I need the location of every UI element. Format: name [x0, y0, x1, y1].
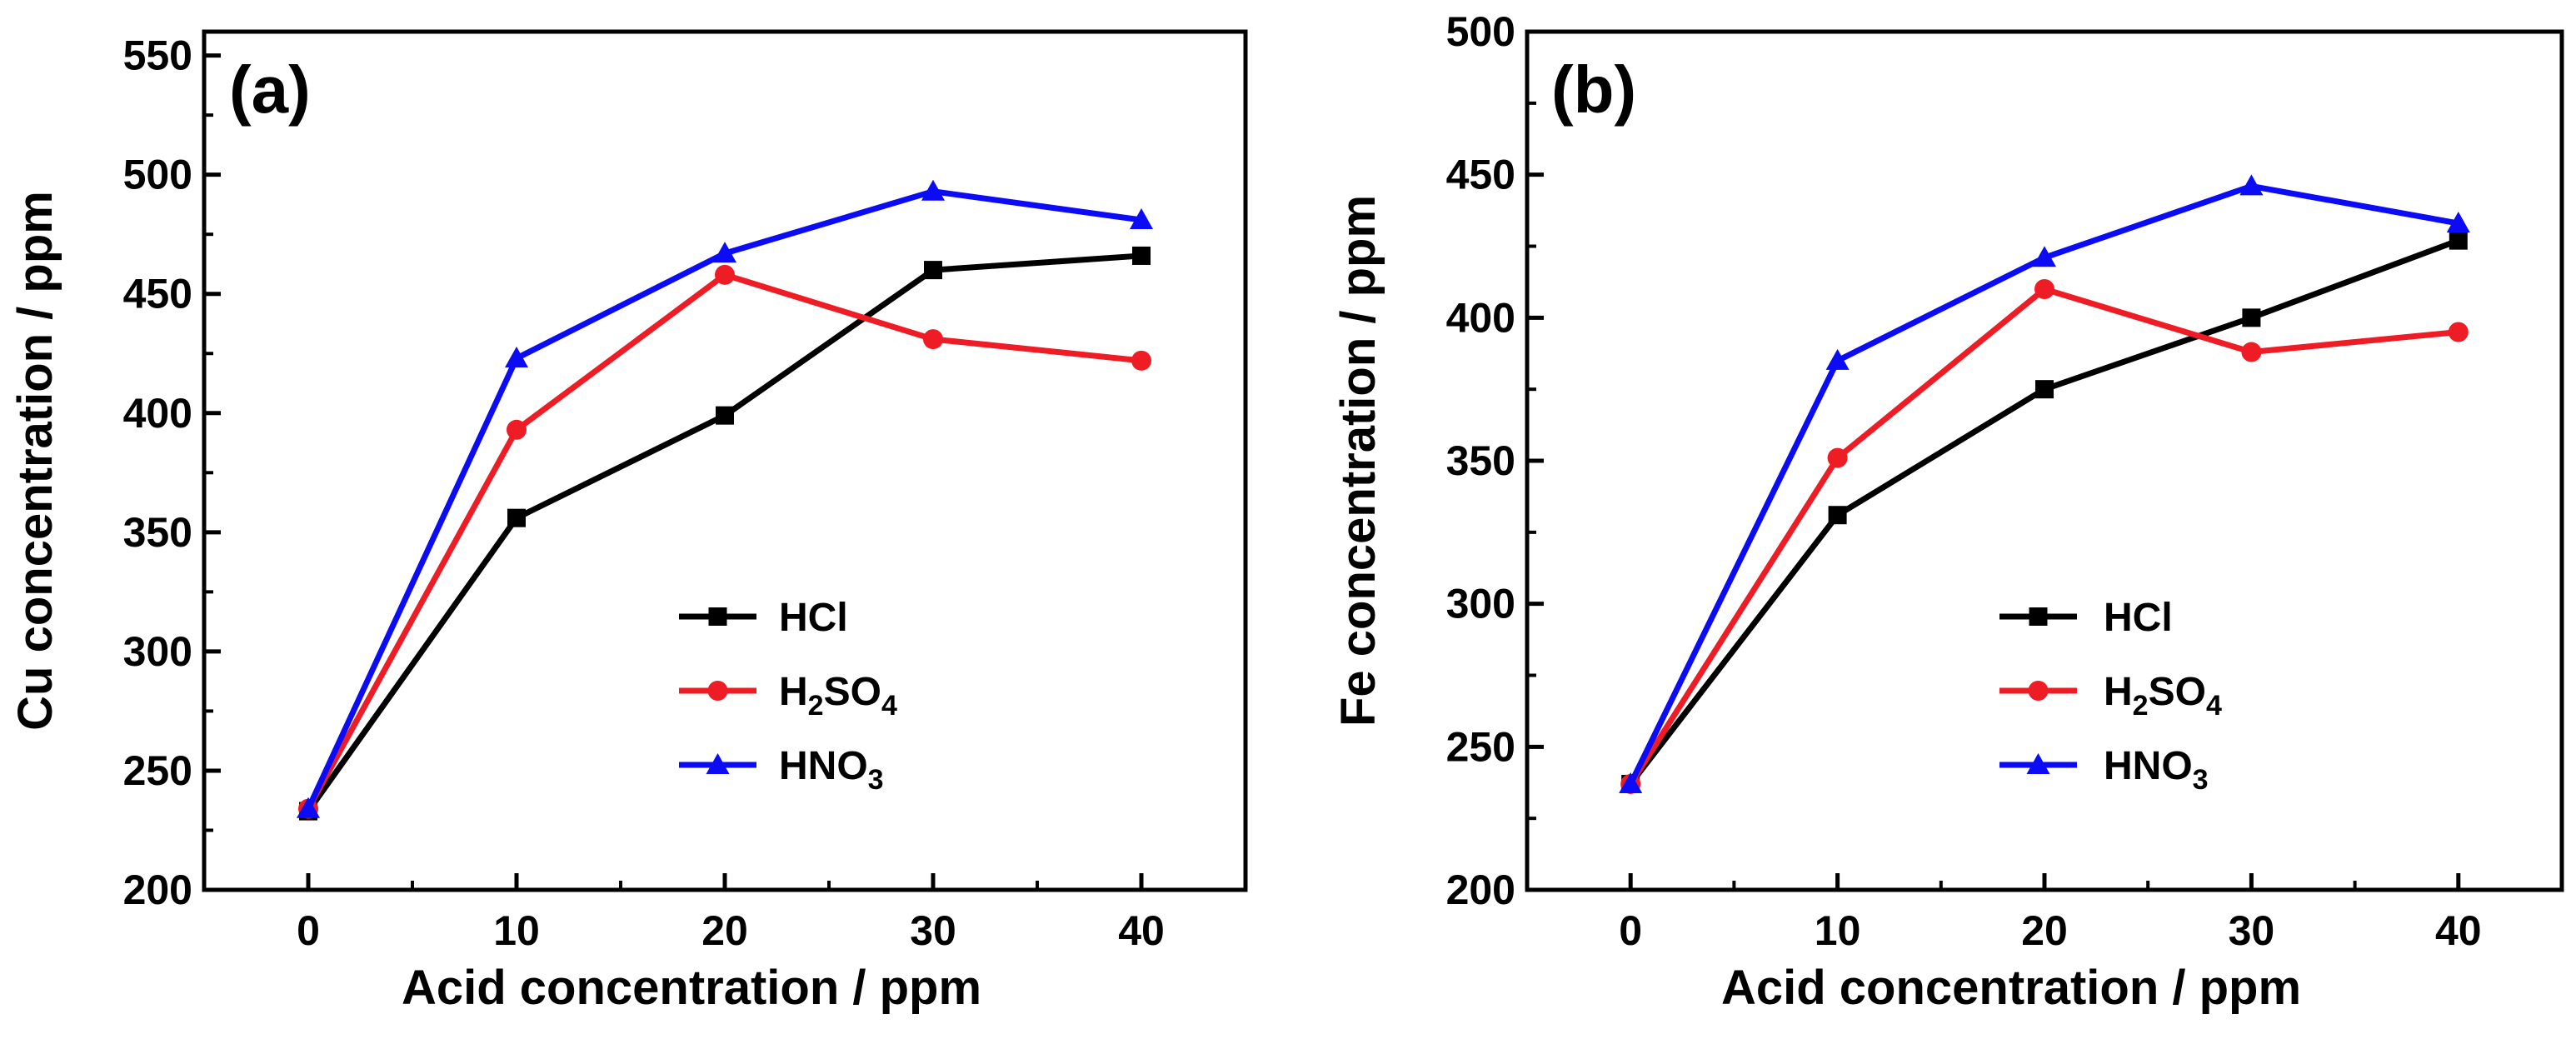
- data-point: [921, 179, 945, 201]
- y-tick-label: 400: [123, 390, 192, 437]
- y-axis-title: Fe concentration / ppm: [1331, 195, 1385, 727]
- x-tick-label: 0: [297, 907, 320, 954]
- plot-frame: [202, 29, 1248, 892]
- legend-label: HNO3: [779, 744, 884, 796]
- x-tick-label: 20: [701, 907, 748, 954]
- y-tick-label: 350: [1446, 437, 1515, 484]
- y-tick-label: 200: [123, 867, 192, 913]
- legend-item-h2so4: H2SO4: [679, 670, 897, 722]
- data-point: [2034, 279, 2054, 299]
- data-point: [2241, 342, 2262, 362]
- data-point: [2448, 322, 2469, 342]
- data-point: [715, 264, 735, 285]
- data-point: [1130, 208, 1153, 230]
- legend-label: H2SO4: [779, 670, 897, 722]
- data-point: [297, 797, 320, 818]
- y-tick-label: 500: [123, 152, 192, 198]
- data-point: [505, 346, 528, 367]
- x-tick-label: 10: [493, 907, 540, 954]
- legend-marker: [2028, 681, 2049, 701]
- legend-label: HCl: [779, 596, 848, 640]
- data-point: [1619, 772, 1643, 793]
- legend-label: HNO3: [2104, 744, 2209, 796]
- y-axis-title: Cu concentration / ppm: [8, 191, 62, 731]
- legend-label: HCl: [2104, 596, 2173, 640]
- panel-label: (b): [1551, 52, 1636, 127]
- legend-item-hcl: HCl: [679, 596, 848, 640]
- x-axis-title: Acid concentration / ppm: [1721, 961, 2301, 1015]
- data-point: [2033, 246, 2056, 267]
- legend: HCl H2SO4 HNO3: [1999, 596, 2222, 796]
- data-point: [2239, 174, 2264, 196]
- data-point: [2035, 380, 2054, 399]
- data-point: [2242, 308, 2261, 327]
- legend: HCl H2SO4 HNO3: [679, 596, 897, 796]
- series-hno3: [297, 179, 1153, 818]
- series-hcl: [1621, 231, 2468, 793]
- chart-panel-a: 200 250 300 350 400 450 500 550 0 10 20 30 40 Acid co…: [8, 29, 1248, 1015]
- y-tick-label: 250: [1446, 723, 1515, 770]
- data-point: [507, 508, 526, 527]
- y-tick-label: 450: [1446, 152, 1515, 198]
- legend-marker: [708, 607, 727, 626]
- series-line: [1628, 237, 2460, 787]
- panel-label: (a): [229, 52, 311, 127]
- data-point: [1828, 506, 1847, 525]
- x-tick-label: 40: [2435, 907, 2482, 954]
- x-tick-label: 10: [1815, 907, 1861, 954]
- y-tick-label: 450: [123, 271, 192, 317]
- data-point: [1132, 246, 1151, 265]
- data-point: [713, 242, 736, 263]
- series-hcl: [299, 246, 1151, 821]
- data-point: [2446, 212, 2470, 233]
- legend-marker: [2029, 607, 2048, 626]
- x-tick-label: 30: [2229, 907, 2275, 954]
- series-h2so4: [298, 264, 1151, 819]
- legend-label: H2SO4: [2104, 670, 2222, 722]
- legend-marker: [707, 681, 728, 701]
- legend-item-h2so4: H2SO4: [1999, 670, 2222, 722]
- data-point: [924, 261, 942, 280]
- legend-item-hno3: HNO3: [679, 744, 884, 796]
- data-point: [1827, 447, 1848, 468]
- y-tick-label: 350: [123, 509, 192, 556]
- data-point: [1825, 348, 1850, 370]
- legend-marker: [706, 753, 730, 774]
- data-point: [507, 419, 527, 440]
- y-tick-label: 400: [1446, 294, 1515, 341]
- legend-item-hcl: HCl: [1999, 596, 2173, 640]
- x-axis-title: Acid concentration / ppm: [402, 961, 981, 1015]
- y-tick-label: 550: [123, 32, 192, 79]
- legend-item-hno3: HNO3: [1999, 744, 2209, 796]
- y-tick-label: 250: [123, 747, 192, 794]
- chart-panel-b: 200 250 300 350 400 450 500 0 10 20 30 40 Acid conce…: [1331, 8, 2564, 1015]
- y-tick-label: 300: [1446, 581, 1515, 627]
- data-point: [1131, 350, 1151, 371]
- data-point: [923, 329, 943, 350]
- series-h2so4: [1620, 279, 2469, 794]
- x-tick-label: 0: [1619, 907, 1642, 954]
- legend-marker: [2026, 753, 2050, 774]
- y-tick-label: 300: [123, 628, 192, 675]
- data-point: [2449, 231, 2468, 250]
- x-tick-label: 30: [910, 907, 956, 954]
- data-point: [716, 406, 734, 425]
- x-tick-label: 40: [1118, 907, 1165, 954]
- y-tick-label: 200: [1446, 867, 1515, 913]
- series-hno3: [1619, 174, 2470, 793]
- x-tick-label: 20: [2021, 907, 2068, 954]
- y-tick-label: 500: [1446, 8, 1515, 55]
- plot-frame: [1525, 29, 2564, 892]
